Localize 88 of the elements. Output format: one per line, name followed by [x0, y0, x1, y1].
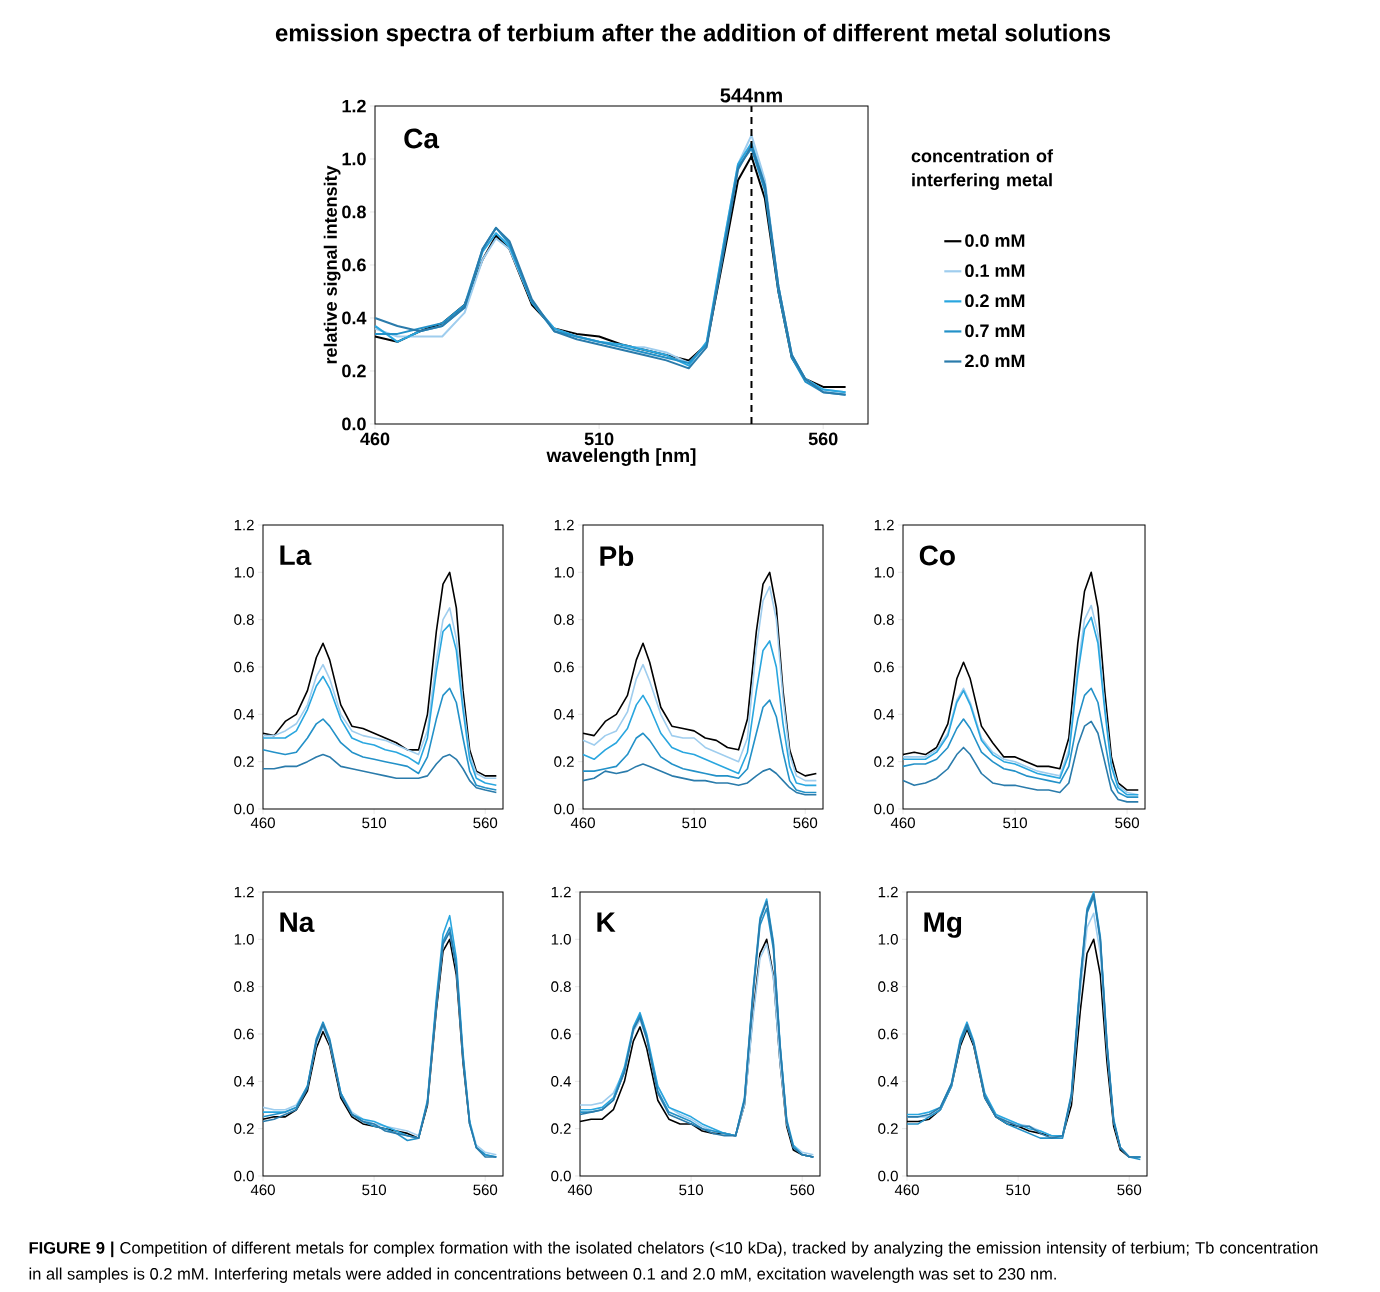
annotation: Co	[919, 545, 955, 566]
y-tick-label: 0.8	[342, 205, 366, 219]
y-tick-label: 0.0	[342, 417, 366, 431]
y-tick-label: 0.6	[342, 258, 366, 272]
y-tick-label: 0.4	[551, 1076, 572, 1087]
y-tick-label: 1.0	[342, 152, 366, 166]
y-tick-label: 1.0	[234, 567, 254, 578]
y-tick-label: 1.0	[551, 934, 571, 945]
y-tick-label: 1.2	[554, 519, 574, 531]
y-tick-label: 1.0	[878, 934, 898, 945]
x-tick-label: 560	[1115, 817, 1139, 829]
y-tick-label: 1.2	[878, 886, 898, 898]
y-tick-label: 0.6	[234, 661, 254, 673]
y-tick-label: 1.2	[234, 519, 254, 531]
x-tick-label: 510	[682, 817, 707, 829]
x-tick-label: 510	[679, 1184, 704, 1196]
x-tick-label: 460	[894, 1184, 919, 1196]
annotation: Ca	[404, 128, 440, 149]
y-tick-label: 0.0	[234, 803, 254, 815]
x-tick-label: 460	[250, 817, 275, 829]
x-tick-label: 560	[473, 817, 498, 829]
annotation: Pb	[600, 545, 634, 567]
annotation: Na	[280, 912, 315, 933]
text: FIGURE 9 | Competition of different metals for complex formation with the isolated chelators (<10 kDa), tracked by analyzing the emission intensity of terbium; Tb concentration in all samples is 0.2 mM. Interfering metals were added in concentrations between 0.1 and 2.0 mM, excitation wavelength was set to 230 nm.	[29, 1241, 1318, 1283]
x-tick-label: 560	[790, 1184, 815, 1196]
x-tick-label: 510	[1003, 817, 1027, 829]
y-tick-label: 0.4	[234, 1076, 255, 1087]
y-tick-label: 0.8	[554, 614, 574, 625]
y-tick-label: 0.8	[234, 981, 254, 992]
x-axis-title: wavelength [nm]	[546, 448, 696, 466]
legend-label: 2.0 mM	[965, 354, 1025, 368]
y-tick-label: 1.2	[874, 519, 894, 531]
y-tick-label: 0.4	[234, 709, 255, 720]
y-tick-label: 0.4	[878, 1076, 899, 1087]
y-tick-label: 0.2	[554, 756, 574, 767]
x-tick-label: 460	[250, 1184, 275, 1196]
y-tick-label: 0.2	[234, 756, 254, 767]
y-tick-label: 0.4	[874, 709, 895, 720]
y-tick-label: 0.6	[878, 1028, 898, 1040]
y-tick-label: 0.6	[234, 1028, 254, 1040]
legend-label: 0.0 mM	[965, 234, 1025, 247]
y-tick-label: 0.8	[234, 614, 254, 625]
y-tick-label: 0.2	[342, 364, 366, 378]
y-tick-label: 0.6	[551, 1028, 571, 1040]
y-tick-label: 0.4	[554, 709, 575, 720]
y-tick-label: 0.8	[874, 614, 894, 625]
x-tick-label: 510	[1006, 1184, 1031, 1196]
y-tick-label: 0.8	[878, 981, 898, 992]
annotation: K	[597, 912, 616, 932]
x-tick-label: 460	[360, 432, 390, 446]
y-tick-label: 0.6	[554, 661, 574, 673]
y-tick-label: 0.0	[234, 1170, 254, 1182]
legend-label: 0.1 mM	[965, 264, 1025, 278]
y-tick-label: 0.6	[874, 661, 894, 673]
x-tick-label: 560	[473, 1184, 498, 1196]
annotation: La	[280, 545, 312, 566]
y-tick-label: 0.2	[234, 1123, 254, 1134]
y-tick-label: 0.0	[878, 1170, 898, 1182]
x-tick-label: 560	[1117, 1184, 1142, 1196]
annotation: Mg	[924, 912, 962, 938]
x-tick-label: 510	[584, 432, 614, 446]
x-tick-label: 460	[570, 817, 595, 829]
x-tick-label: 510	[362, 817, 387, 829]
y-tick-label: 0.0	[551, 1170, 571, 1182]
y-tick-label: 1.0	[234, 934, 254, 945]
y-tick-label: 1.0	[874, 567, 894, 578]
y-tick-label: 0.2	[878, 1123, 898, 1134]
x-tick-label: 460	[890, 817, 915, 829]
y-tick-label: 0.4	[342, 311, 367, 325]
y-tick-label: 0.0	[874, 803, 894, 815]
legend-label: 0.2 mM	[965, 294, 1025, 308]
legend-title: concentration of interfering metal	[911, 149, 1054, 191]
chart-title: emission spectra of terbium after the addition of different metal solutions	[275, 23, 1111, 47]
y-tick-label: 0.8	[551, 981, 571, 992]
x-tick-label: 460	[567, 1184, 592, 1196]
ref-line-label: 544nm	[720, 88, 782, 103]
y-tick-label: 0.0	[554, 803, 574, 815]
x-tick-label: 560	[808, 432, 838, 446]
y-tick-label: 0.2	[551, 1123, 571, 1134]
y-tick-label: 1.2	[342, 99, 366, 113]
y-tick-label: 0.2	[874, 756, 894, 767]
legend-label: 0.7 mM	[965, 324, 1025, 338]
x-tick-label: 560	[793, 817, 818, 829]
y-tick-label: 1.2	[551, 886, 571, 898]
y-tick-label: 1.0	[554, 567, 574, 578]
y-tick-label: 1.2	[234, 886, 254, 898]
x-tick-label: 510	[362, 1184, 387, 1196]
y-axis-title: relative signal intensity	[323, 165, 341, 364]
